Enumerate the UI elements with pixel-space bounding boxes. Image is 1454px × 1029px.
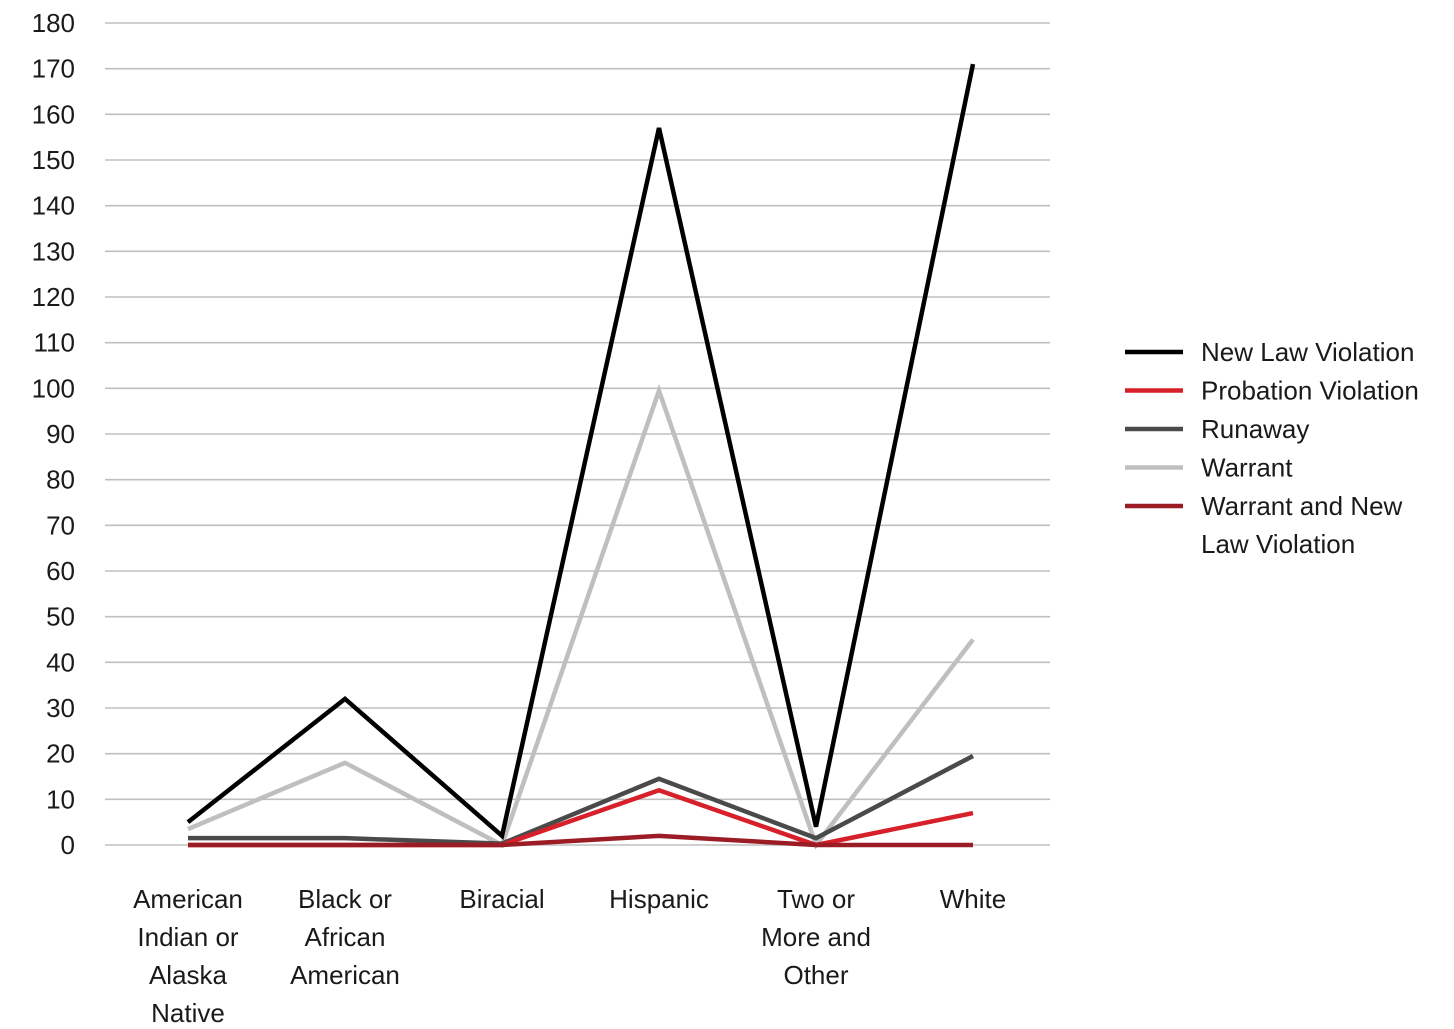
y-tick-label: 150: [32, 145, 75, 175]
y-tick-label: 0: [61, 830, 75, 860]
y-axis-tick-labels: 0 10 20 30 40 50 60 70 80 90 100 110 120 130 140 150 160…: [32, 8, 75, 860]
x-category-label-line: Alaska: [149, 960, 228, 990]
x-category-label-line: More and: [761, 922, 871, 952]
y-tick-label: 60: [46, 556, 75, 586]
x-category-label-line: Indian or: [137, 922, 239, 952]
legend: New Law Violation Probation Violation Runa…: [1125, 337, 1419, 559]
y-tick-label: 180: [32, 8, 75, 38]
x-category-label: American Indian or Alaska Native: [133, 884, 243, 1028]
legend-item: Probation Violation: [1125, 376, 1419, 406]
y-tick-label: 160: [32, 99, 75, 129]
legend-label: Warrant: [1201, 453, 1293, 483]
y-tick-label: 30: [46, 693, 75, 723]
y-tick-label: 20: [46, 739, 75, 769]
y-tick-label: 80: [46, 465, 75, 495]
series-line: [188, 833, 973, 848]
y-tick-label: 100: [32, 373, 75, 403]
legend-label: Law Violation: [1201, 529, 1355, 559]
y-tick-label: 70: [46, 510, 75, 540]
x-category-label-line: White: [940, 884, 1006, 914]
legend-item: Warrant: [1125, 453, 1293, 483]
y-tick-label: 10: [46, 784, 75, 814]
legend-label: Probation Violation: [1201, 376, 1419, 406]
y-tick-label: 90: [46, 419, 75, 449]
y-tick-label: 40: [46, 647, 75, 677]
x-category-label-line: Native: [151, 998, 225, 1028]
x-category-label-line: Two or: [777, 884, 855, 914]
y-tick-label: 50: [46, 602, 75, 632]
legend-item: Warrant and New Law Violation: [1125, 491, 1403, 559]
x-category-label-line: Biracial: [459, 884, 544, 914]
x-category-label-line: American: [290, 960, 400, 990]
series-line: [186, 63, 976, 841]
y-tick-label: 140: [32, 191, 75, 221]
x-category-label: White: [940, 884, 1006, 914]
data-series: [186, 63, 976, 850]
legend-label: Runaway: [1201, 414, 1309, 444]
series-line: [188, 753, 975, 846]
y-tick-label: 120: [32, 282, 75, 312]
x-category-label: Hispanic: [609, 884, 709, 914]
legend-item: Runaway: [1125, 414, 1309, 444]
y-tick-label: 130: [32, 236, 75, 266]
x-category-label-line: Black or: [298, 884, 392, 914]
gridlines: [105, 22, 1050, 846]
legend-item: New Law Violation: [1125, 337, 1414, 367]
x-category-label-line: Hispanic: [609, 884, 709, 914]
x-axis-category-labels: American Indian or Alaska Native Black or Afr…: [133, 884, 1006, 1028]
series-line: [187, 383, 975, 850]
y-tick-label: 110: [34, 328, 75, 358]
x-category-label: Biracial: [459, 884, 544, 914]
legend-label: Warrant and New: [1201, 491, 1403, 521]
x-category-label-line: African: [305, 922, 386, 952]
legend-label: New Law Violation: [1201, 337, 1414, 367]
x-category-label: Black or African American: [290, 884, 400, 990]
x-category-label-line: American: [133, 884, 243, 914]
x-category-label-line: Other: [783, 960, 848, 990]
x-category-label: Two or More and Other: [761, 884, 871, 990]
y-tick-label: 170: [32, 54, 75, 84]
